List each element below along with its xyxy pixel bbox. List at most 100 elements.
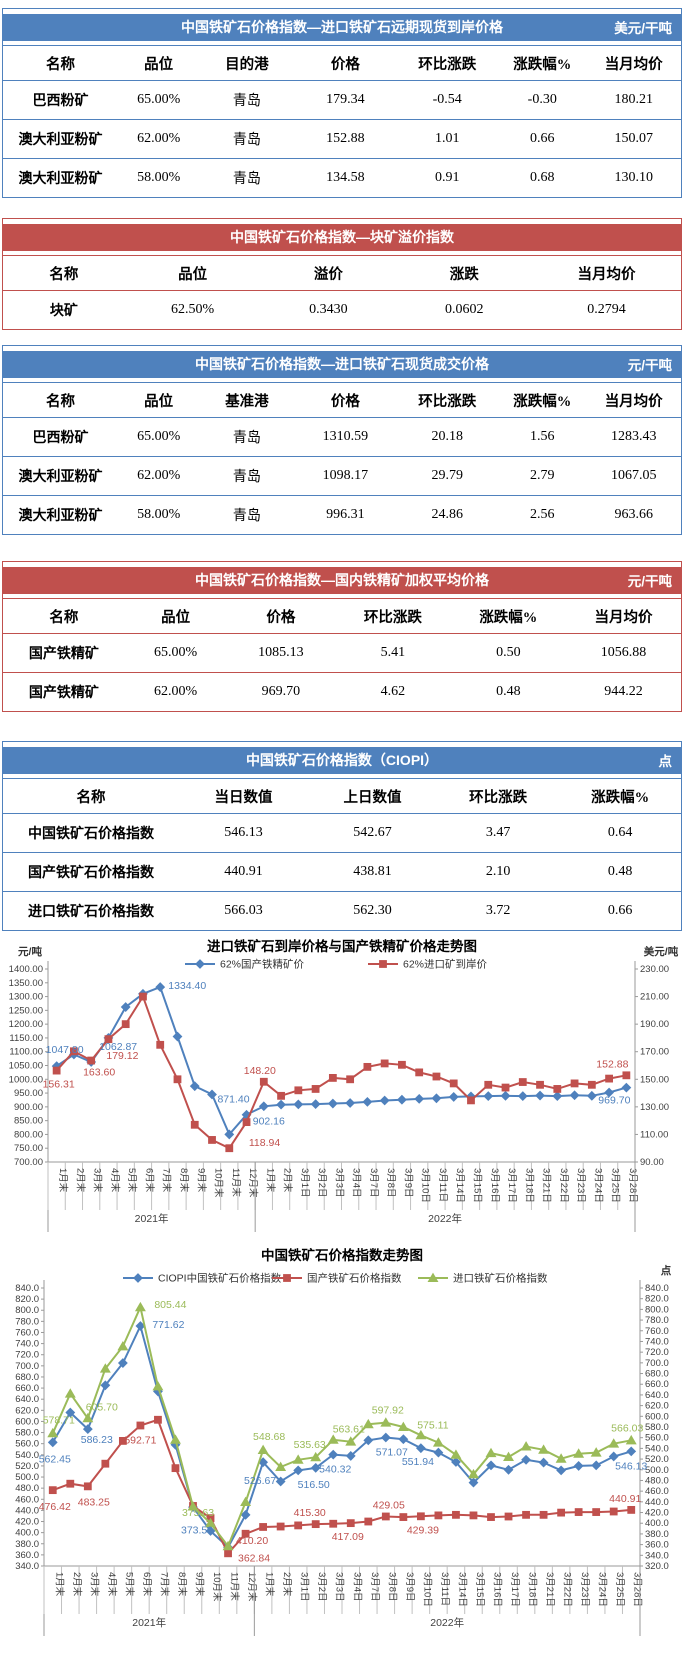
data-point-label: 605.70	[86, 1401, 118, 1413]
svg-text:820.0: 820.0	[645, 1294, 669, 1305]
svg-text:190.00: 190.00	[640, 1019, 669, 1030]
column-header: 价格	[294, 45, 397, 81]
cell: 0.66	[498, 119, 587, 159]
cell: 0.91	[396, 158, 499, 198]
svg-text:230.00: 230.00	[640, 964, 669, 975]
cell: 20.18	[396, 417, 499, 457]
cell: 0.2794	[532, 290, 682, 330]
x-tick-label: 12月末	[247, 1168, 259, 1198]
data-point-label: 1334.40	[168, 980, 206, 992]
data-point-label: 771.62	[152, 1319, 184, 1331]
svg-text:820.0: 820.0	[15, 1294, 39, 1305]
cell: 0.68	[498, 158, 587, 198]
x-tick-label: 1月末	[53, 1572, 65, 1597]
column-header: 上日数值	[308, 778, 438, 814]
cell: 块矿	[2, 290, 125, 330]
cell: 944.22	[566, 672, 682, 712]
column-header: 当月均价	[586, 382, 682, 418]
svg-text:210.00: 210.00	[640, 992, 669, 1003]
svg-text:400.0: 400.0	[15, 1528, 39, 1539]
data-point-label: 1047.80	[46, 1044, 84, 1056]
x-tick-label: 3月9日	[404, 1572, 415, 1602]
data-point-label: 163.60	[83, 1067, 115, 1079]
x-tick-label: 9月末	[195, 1168, 207, 1193]
svg-text:680.0: 680.0	[645, 1369, 669, 1380]
table-unit-label: 点	[658, 754, 673, 769]
x-tick-label: 3月28日	[627, 1168, 638, 1203]
data-point-label: 592.71	[124, 1434, 156, 1446]
svg-text:660.0: 660.0	[15, 1383, 39, 1394]
cell: 0.48	[450, 672, 567, 712]
x-tick-label: 3月14日	[454, 1168, 465, 1203]
data-point-label: 429.39	[407, 1524, 439, 1536]
data-point-label: 476.42	[39, 1501, 71, 1513]
x-tick-label: 3月11日	[437, 1168, 448, 1202]
right-axis-unit: 美元/吨	[644, 945, 679, 958]
cell: 1.01	[396, 119, 499, 159]
table-title-bar: 中国铁矿石价格指数—进口铁矿石远期现货到岸价格 美元/干吨	[3, 13, 681, 41]
data-point-label: 566.03	[611, 1422, 643, 1434]
svg-text:800.00: 800.00	[14, 1129, 43, 1140]
svg-text:660.0: 660.0	[645, 1379, 669, 1390]
svg-text:340.0: 340.0	[15, 1561, 39, 1572]
svg-text:1350.00: 1350.00	[9, 978, 43, 989]
cell: 进口铁矿石价格指数	[2, 891, 180, 931]
cell: 澳大利亚粉矿	[2, 158, 118, 198]
cell: 58.00%	[117, 158, 200, 198]
x-tick-label: 3月4日	[351, 1572, 362, 1602]
table-unit-label: 元/干吨	[627, 574, 672, 589]
price-table-3: 中国铁矿石价格指数—进口铁矿石现货成交价格 元/干吨 名称 品位 基准港 价格 环比涨跌 涨跌…	[2, 345, 682, 535]
x-tick-label: 3月2日	[316, 1572, 327, 1602]
column-header: 涨跌幅%	[498, 382, 587, 418]
table-row: 澳大利亚粉矿 62.00% 青岛 152.88 1.01 0.66 150.07	[2, 119, 682, 159]
price-tables-section: 中国铁矿石价格指数—进口铁矿石远期现货到岸价格 美元/干吨 名称 品位 目的港 价格 环比涨…	[0, 8, 684, 931]
cell: 青岛	[199, 456, 295, 496]
x-tick-label: 12月末	[246, 1572, 258, 1602]
svg-text:520.0: 520.0	[15, 1461, 39, 1472]
x-tick-label: 1月末	[264, 1572, 276, 1597]
column-header: 基准港	[199, 382, 295, 418]
table-title: 中国铁矿石价格指数—进口铁矿石现货成交价格	[195, 356, 489, 372]
column-header: 环比涨跌	[396, 382, 499, 418]
x-tick-label: 3月10日	[420, 1168, 431, 1203]
table-row: 国产铁矿石价格指数 440.91 438.81 2.10 0.48	[2, 852, 682, 892]
x-tick-label: 3月21日	[544, 1572, 555, 1607]
price-table-4: 中国铁矿石价格指数—国内铁精矿加权平均价格 元/干吨 名称 品位 价格 环比涨跌 涨跌幅% 当…	[2, 561, 682, 712]
x-tick-label: 4月末	[106, 1572, 118, 1597]
cell: 542.67	[308, 813, 438, 853]
year-group-label: 2021年	[132, 1616, 166, 1629]
cell: 65.00%	[117, 80, 200, 120]
svg-text:520.0: 520.0	[645, 1454, 669, 1465]
table-unit-label: 美元/干吨	[614, 21, 672, 36]
column-header: 名称	[2, 778, 180, 814]
column-header: 环比涨跌	[335, 598, 451, 634]
svg-text:1250.00: 1250.00	[9, 1005, 43, 1016]
cell: 2.10	[437, 852, 560, 892]
data-point-label: 516.50	[298, 1479, 330, 1491]
table-row: 澳大利亚粉矿 62.00% 青岛 1098.17 29.79 2.79 1067.05	[2, 456, 682, 496]
svg-text:760.0: 760.0	[15, 1327, 39, 1338]
x-tick-label: 3月22日	[562, 1572, 573, 1607]
data-point-label: 440.91	[609, 1493, 641, 1505]
data-point-label: 362.84	[238, 1552, 270, 1564]
data-point-label: 571.07	[376, 1447, 408, 1459]
cell: 180.21	[586, 80, 682, 120]
x-tick-label: 1月末	[264, 1168, 276, 1193]
x-tick-label: 3月28日	[632, 1572, 643, 1607]
cell: 0.48	[559, 852, 682, 892]
column-header: 品位	[124, 598, 227, 634]
series-62%进口矿到岸价	[52, 992, 631, 1153]
cell: 1098.17	[294, 456, 397, 496]
cell: 1310.59	[294, 417, 397, 457]
svg-text:500.0: 500.0	[15, 1472, 39, 1483]
svg-text:580.0: 580.0	[645, 1422, 669, 1433]
column-header: 涨跌幅%	[450, 598, 567, 634]
column-header: 溢价	[260, 255, 397, 291]
x-tick-label: 3月23日	[575, 1168, 586, 1203]
svg-text:740.0: 740.0	[15, 1339, 39, 1350]
data-point-label: 586.23	[81, 1434, 113, 1446]
cell: 566.03	[179, 891, 309, 931]
x-tick-label: 3月16日	[492, 1572, 503, 1607]
data-point-label: 563.61	[333, 1424, 365, 1436]
column-header: 名称	[2, 598, 125, 634]
